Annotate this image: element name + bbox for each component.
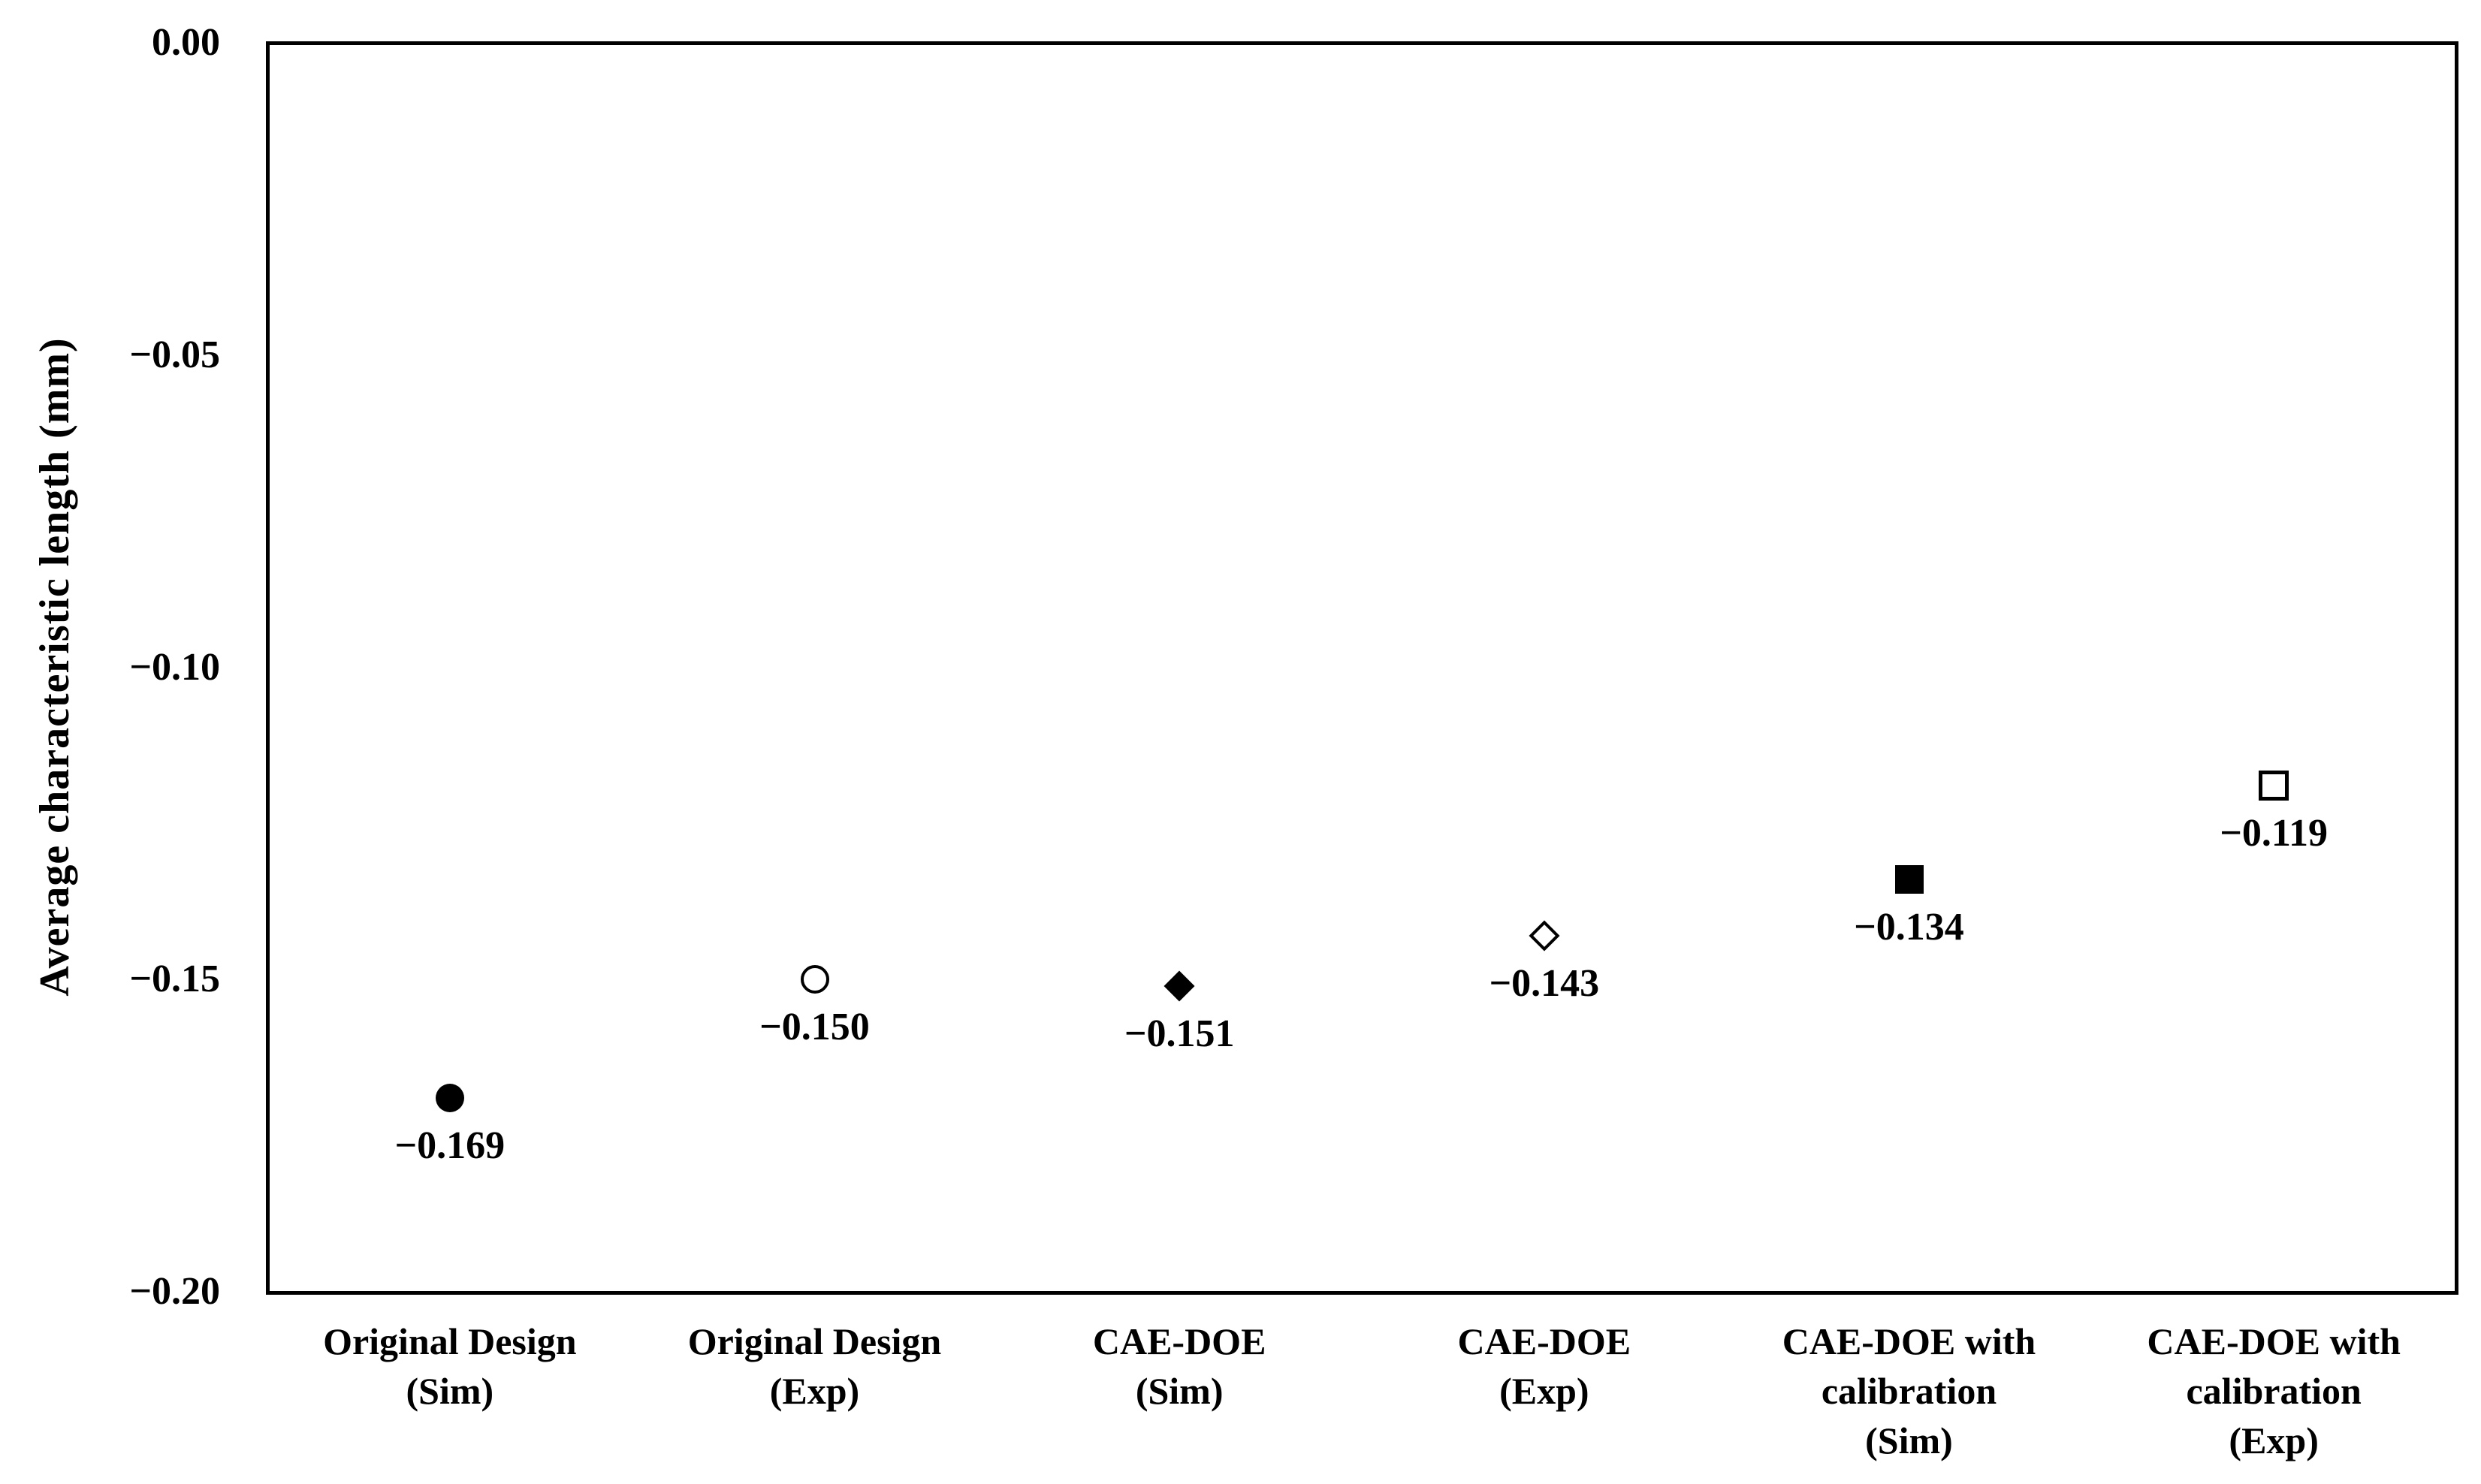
- x-category-label-4: CAE-DOE with calibration (Sim): [1727, 1317, 2092, 1465]
- x-category-label-line: (Sim): [406, 1370, 494, 1412]
- y-tick-label-1: −0.05: [129, 333, 220, 376]
- x-category-label-1: Original Design (Exp): [632, 1317, 998, 1416]
- plot-area: [266, 41, 2458, 1295]
- x-category-label-0: Original Design (Sim): [267, 1317, 632, 1416]
- x-category-label-3: CAE-DOE (Exp): [1362, 1317, 1727, 1416]
- open-square-marker: [2259, 771, 2289, 801]
- data-point-label-4: −0.134: [1854, 906, 1964, 949]
- y-tick-label-2: −0.10: [129, 645, 220, 689]
- data-point-label-1: −0.150: [759, 1006, 870, 1049]
- x-category-label-2: CAE-DOE (Sim): [997, 1317, 1362, 1416]
- data-point-label-5: −0.119: [2220, 812, 2329, 855]
- x-category-label-line: CAE-DOE: [1457, 1320, 1631, 1362]
- x-category-label-line: (Sim): [1135, 1370, 1224, 1412]
- x-category-label-line: Original Design: [323, 1320, 577, 1362]
- x-category-label-5: CAE-DOE with calibration (Exp): [2091, 1317, 2456, 1465]
- data-point-label-0: −0.169: [394, 1124, 506, 1168]
- data-point-label-2: −0.151: [1124, 1012, 1235, 1055]
- y-tick-label-3: −0.15: [129, 958, 220, 1001]
- x-category-label-line: CAE-DOE with: [1782, 1320, 2036, 1362]
- x-category-label-line: (Sim): [1865, 1419, 1953, 1461]
- filled-square-marker: [1894, 865, 1924, 894]
- x-category-label-line: (Exp): [1499, 1370, 1589, 1412]
- open-circle-marker: [800, 965, 829, 994]
- x-category-label-line: (Exp): [769, 1370, 860, 1412]
- x-category-label-line: calibration: [1821, 1370, 1997, 1412]
- filled-circle-marker: [435, 1084, 464, 1113]
- x-category-label-line: CAE-DOE with: [2147, 1320, 2401, 1362]
- data-point-label-3: −0.143: [1489, 962, 1600, 1006]
- x-category-label-line: (Exp): [2229, 1419, 2319, 1461]
- x-category-label-line: Original Design: [687, 1320, 942, 1362]
- x-category-label-line: CAE-DOE: [1092, 1320, 1266, 1362]
- y-tick-label-0: 0.00: [152, 21, 220, 64]
- y-tick-label-4: −0.20: [129, 1270, 220, 1313]
- x-category-label-line: calibration: [2186, 1370, 2362, 1412]
